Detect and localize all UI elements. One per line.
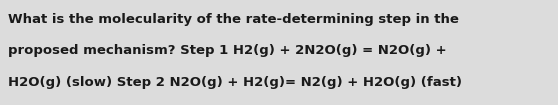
Text: What is the molecularity of the rate-determining step in the: What is the molecularity of the rate-det… [8,13,459,26]
Text: H2O(g) (slow) Step 2 N2O(g) + H2(g)= N2(g) + H2O(g) (fast): H2O(g) (slow) Step 2 N2O(g) + H2(g)= N2(… [8,76,462,89]
Text: proposed mechanism? Step 1 H2(g) + 2N2O(g) = N2O(g) +: proposed mechanism? Step 1 H2(g) + 2N2O(… [8,44,446,57]
